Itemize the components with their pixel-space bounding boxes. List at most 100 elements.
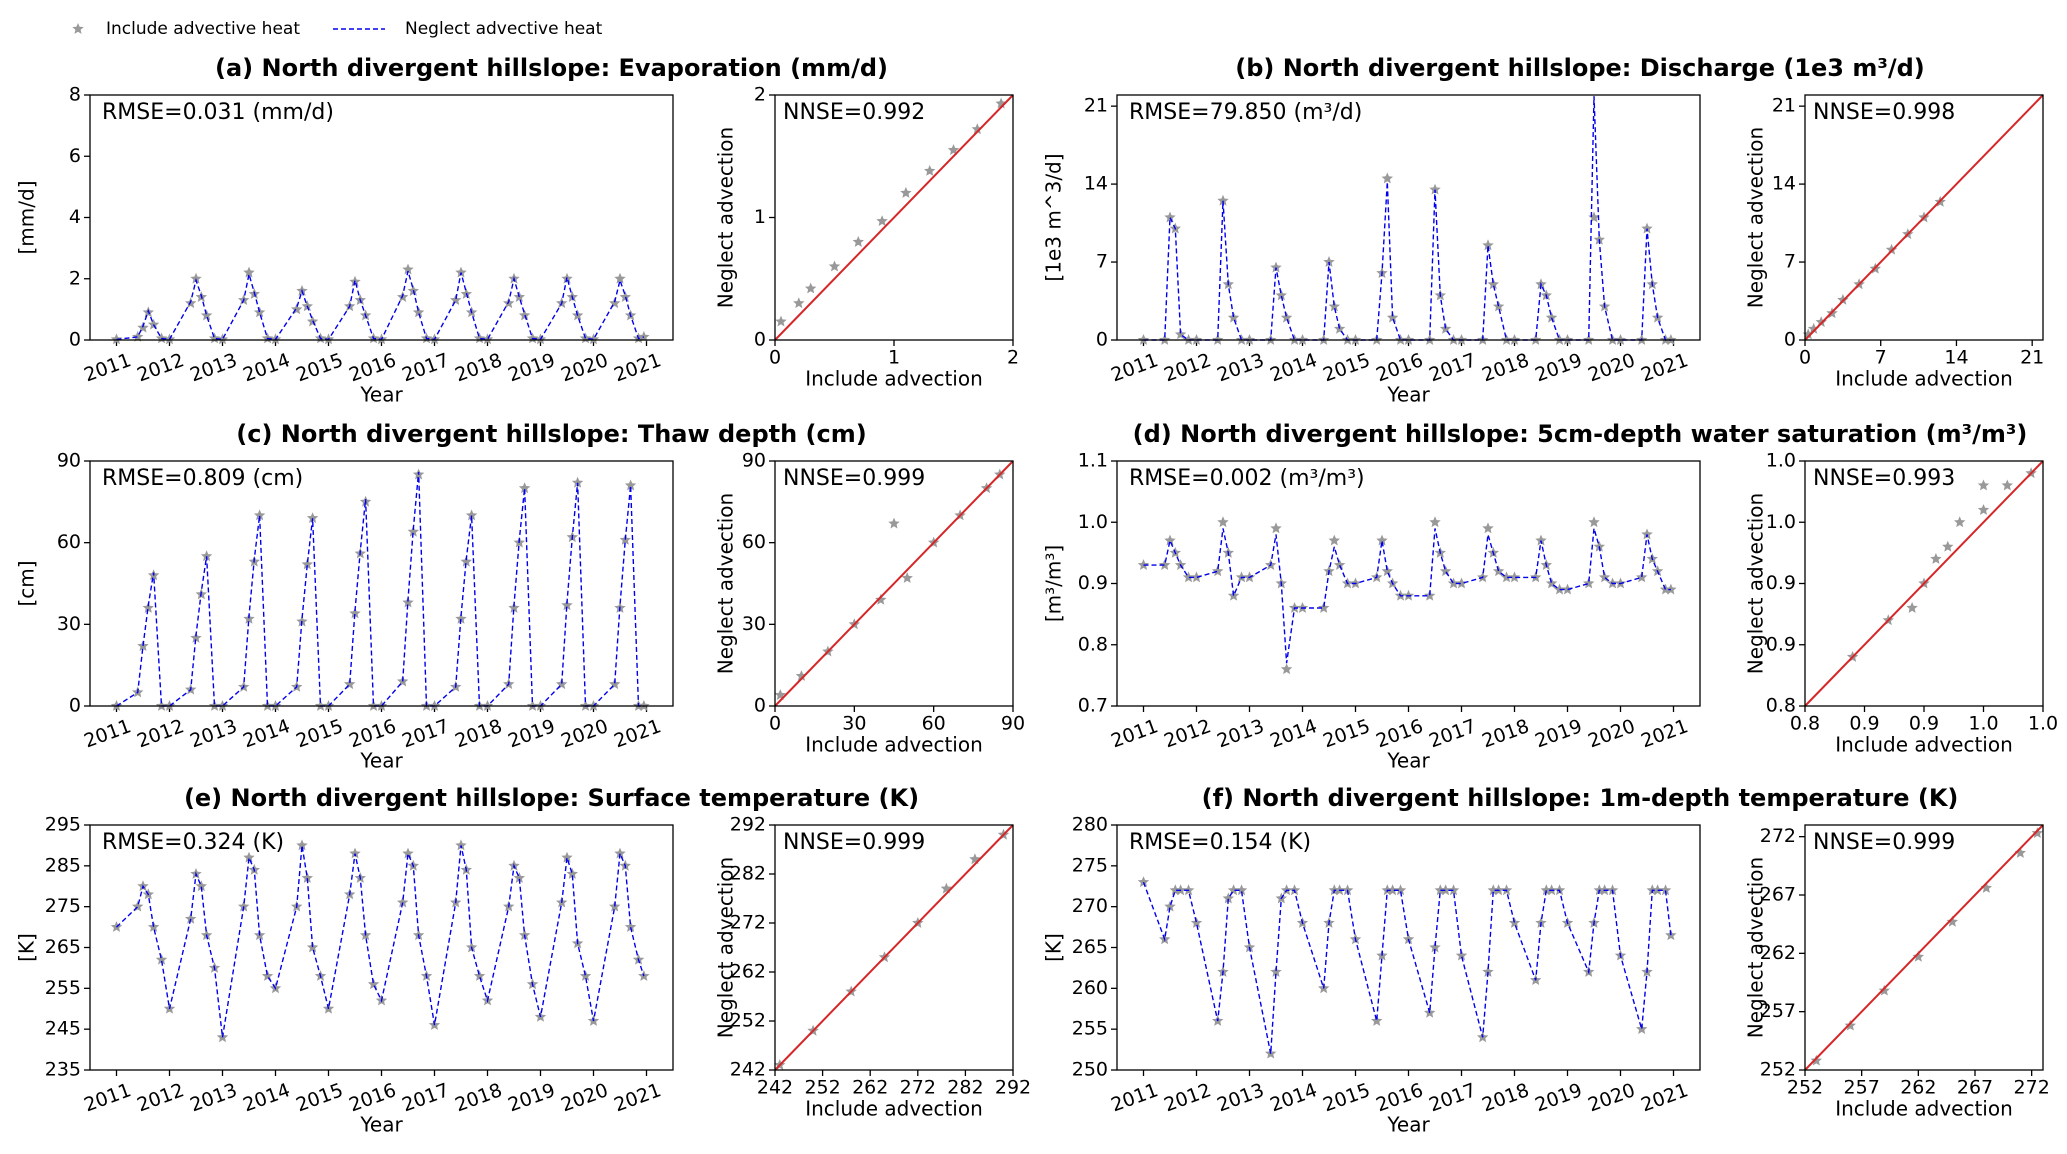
y-tick-label: 1.1: [1078, 450, 1108, 472]
one-to-one-line: [1804, 460, 2044, 707]
x-axis-label: Year: [1386, 749, 1430, 773]
y-axis-label: Neglect advection: [1744, 127, 1768, 308]
data-point: [455, 612, 467, 624]
data-point: [455, 839, 467, 851]
y-tick-label: 21: [1084, 95, 1108, 117]
y-tick-label: 0: [69, 695, 81, 717]
data-point: [1328, 534, 1340, 546]
x-tick-label: 1: [888, 347, 900, 369]
data-point: [253, 509, 266, 521]
y-tick-label: 262: [1760, 942, 1796, 964]
y-tick-label: 260: [1072, 977, 1108, 999]
series-line: [1143, 96, 1671, 341]
x-tick-label: 252: [1787, 1077, 1823, 1099]
scatter-point: [940, 882, 953, 894]
scatter-point: [1802, 328, 1814, 340]
data-point: [1386, 311, 1399, 323]
data-point: [1583, 577, 1595, 589]
y-tick-label: 282: [730, 863, 766, 885]
x-axis-label: Year: [359, 749, 403, 773]
y-tick-label: 267: [1760, 884, 1796, 906]
y-tick-label: 272: [730, 912, 766, 934]
x-tick-label: 282: [947, 1077, 983, 1099]
x-tick-label: 2019: [505, 715, 558, 752]
data-point: [1588, 211, 1600, 223]
data-point: [1593, 540, 1605, 552]
x-tick-label: 2015: [1320, 1079, 1373, 1116]
data-point: [1280, 663, 1293, 675]
data-point: [200, 550, 213, 562]
plot-frame: [1116, 94, 1701, 341]
data-point: [1159, 559, 1171, 570]
plot-frame: [89, 94, 674, 341]
x-tick-label: 257: [1844, 1077, 1880, 1099]
scatter-point: [793, 297, 805, 309]
x-tick-label: 2011: [1108, 349, 1161, 386]
y-tick-label: 90: [57, 450, 81, 472]
plot-frame: [774, 94, 1014, 341]
scatter-point: [852, 236, 864, 247]
scatter-point: [876, 215, 888, 226]
x-tick-label: 2011: [81, 715, 134, 752]
y-tick-label: 1.0: [1766, 450, 1796, 472]
data-point: [1482, 239, 1494, 251]
annotation: RMSE=0.031 (mm/d): [102, 100, 334, 125]
plot-frame: [1804, 824, 2044, 1071]
data-point: [638, 330, 650, 342]
data-point: [1190, 917, 1203, 928]
x-tick-label: 2020: [1585, 349, 1638, 386]
data-point: [1386, 884, 1399, 896]
x-tick-label: 2015: [293, 715, 346, 752]
y-tick-label: 1.0: [1766, 511, 1796, 533]
data-point: [301, 872, 313, 883]
x-tick-label: 2020: [558, 349, 611, 386]
data-point: [1275, 289, 1287, 301]
y-tick-label: 250: [1072, 1059, 1108, 1081]
data-point: [460, 555, 472, 567]
legend-label: Include advective heat: [106, 19, 300, 39]
y-tick-label: 0: [754, 329, 766, 351]
data-point: [518, 309, 531, 321]
data-point: [518, 482, 531, 494]
y-tick-label: 90: [742, 450, 766, 472]
data-point: [216, 333, 229, 345]
y-tick-label: 2: [754, 84, 766, 106]
one-to-one-line: [774, 460, 1014, 707]
panel-title: (c) North divergent hillslope: Thaw dept…: [236, 420, 866, 448]
x-tick-label: 2: [1007, 347, 1019, 369]
scatter-point: [1807, 322, 1820, 334]
x-tick-label: 2015: [293, 349, 346, 386]
scatter-point: [1815, 316, 1827, 327]
legend-label: Neglect advective heat: [405, 19, 603, 39]
scatter-point: [971, 123, 983, 135]
plot-frame: [89, 824, 674, 1071]
x-tick-label: 2012: [134, 1079, 187, 1116]
panel-title: (e) North divergent hillslope: Surface t…: [184, 784, 919, 812]
data-point: [455, 266, 467, 278]
y-tick-label: 245: [45, 1018, 81, 1040]
y-axis-label: [cm]: [15, 560, 39, 606]
y-tick-label: 60: [57, 531, 81, 553]
x-tick-label: 2016: [1373, 1079, 1426, 1116]
scatter-point: [1906, 602, 1918, 613]
scatter-point: [900, 187, 912, 198]
data-point: [1482, 966, 1494, 977]
data-point: [1323, 256, 1335, 267]
x-tick-label: 2021: [611, 715, 664, 752]
data-point: [1641, 528, 1653, 540]
data-point: [1164, 900, 1176, 912]
data-point: [1376, 534, 1388, 546]
x-tick-label: 2020: [558, 1079, 611, 1116]
data-point: [1545, 311, 1558, 323]
x-axis-label: Year: [1386, 383, 1430, 407]
data-point: [614, 272, 626, 284]
data-point: [1333, 559, 1346, 570]
series-line: [116, 845, 645, 1038]
x-tick-label: 2011: [81, 1079, 134, 1116]
y-tick-label: 30: [57, 613, 81, 635]
data-point: [1651, 884, 1664, 896]
x-tick-label: 2019: [505, 349, 558, 386]
x-tick-label: 2015: [1320, 715, 1373, 752]
data-point: [1164, 211, 1176, 223]
data-point: [243, 266, 255, 278]
